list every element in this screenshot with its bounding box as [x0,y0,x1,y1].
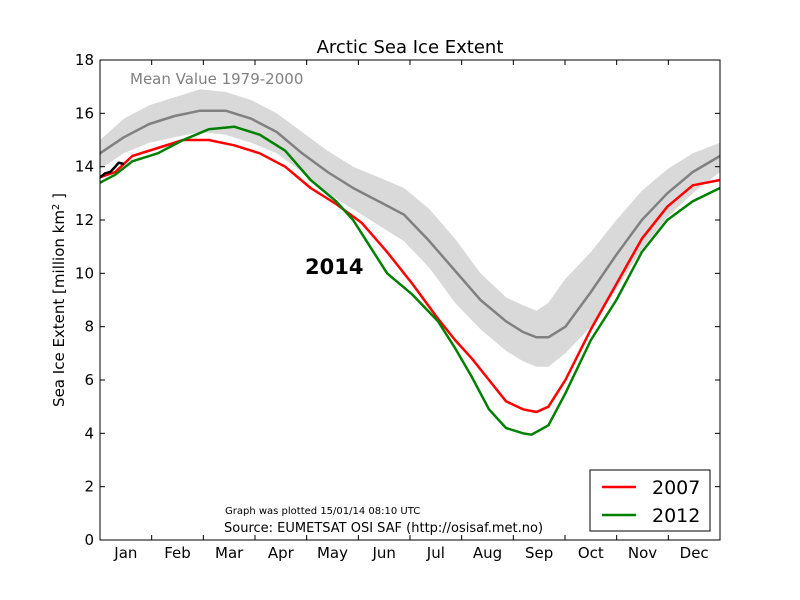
chart-title: Arctic Sea Ice Extent [317,37,504,58]
y-tick-label: 14 [75,158,94,176]
y-tick-label: 4 [84,424,94,442]
y-tick-label: 8 [84,318,94,336]
series-line-2014 [99,161,125,179]
x-tick-label: Nov [628,544,657,562]
y-tick-label: 18 [75,51,94,69]
x-tick-label: Sep [525,544,553,562]
y-axis-label-main: Sea Ice Extent [million km [50,210,68,407]
x-tick-label: Oct [578,544,604,562]
x-tick-label: Jun [371,544,395,562]
variability-band [100,89,720,367]
y-tick-label: 6 [84,371,94,389]
mean-line [99,109,721,339]
x-tick-label: Jan [113,544,137,562]
y-axis-label-superscript: 2 [51,204,62,210]
x-tick-label: May [317,544,348,562]
x-tick-label: Feb [164,544,191,562]
y-tick-label: 12 [75,211,94,229]
series-line-2012 [99,125,721,436]
y-tick-label: 16 [75,104,94,122]
source-note: Source: EUMETSAT OSI SAF (http://osisaf.… [224,521,543,536]
year-label: 2014 [305,255,363,279]
y-axis-label-end: ] [50,193,68,204]
x-tick-label: Dec [680,544,709,562]
y-tick-label: 0 [84,531,94,549]
series-line-2007 [99,138,721,414]
mean-value-label: Mean Value 1979-2000 [130,70,303,88]
legend-label-2007: 2007 [652,477,700,499]
legend: 2007 2012 [589,469,711,532]
x-tick-label: Aug [473,544,502,562]
legend-box [589,469,711,532]
x-tick-label: Mar [215,544,244,562]
y-axis-label: Sea Ice Extent [million km2 ] [50,193,68,407]
y-tick-label: 10 [75,264,94,282]
legend-label-2012: 2012 [652,505,700,527]
plotted-note: Graph was plotted 15/01/14 08:10 UTC [225,506,420,517]
y-tick-label: 2 [84,478,94,496]
x-tick-label: Apr [268,544,295,562]
x-tick-label: Jul [426,544,445,562]
